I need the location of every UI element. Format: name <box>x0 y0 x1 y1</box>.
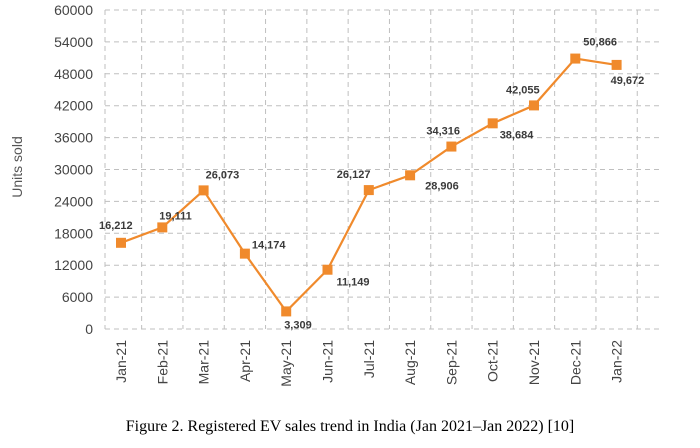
x-tick-label: May-21 <box>278 340 294 387</box>
data-label: 38,684 <box>500 129 535 141</box>
data-point <box>116 237 126 248</box>
y-tick-label: 12000 <box>54 257 93 273</box>
y-tick-label: 6000 <box>62 289 93 305</box>
data-label: 50,866 <box>583 37 617 49</box>
data-label: 26,127 <box>337 169 371 181</box>
x-tick-label: Jul-21 <box>361 340 377 378</box>
data-label: 16,212 <box>99 220 133 232</box>
data-label: 11,149 <box>337 277 370 289</box>
x-tick-label: Oct-21 <box>485 340 501 382</box>
data-label: 34,316 <box>426 126 460 138</box>
x-tick-label: Jan-21 <box>113 340 129 383</box>
data-point <box>239 248 250 259</box>
line-chart: 0 6000 12000 18000 24000 30000 36000 42000 48000… <box>9 2 660 387</box>
data-label: 14,174 <box>252 240 287 252</box>
x-tick-label: Sep-21 <box>443 340 459 385</box>
data-point <box>529 100 539 111</box>
data-point <box>570 53 581 64</box>
data-point <box>611 59 622 70</box>
x-tick-label: Apr-21 <box>237 340 253 382</box>
x-tick-label: Mar-21 <box>196 340 212 385</box>
data-point <box>487 118 498 129</box>
x-tick-label: Dec-21 <box>567 340 583 385</box>
data-label: 19,111 <box>159 210 191 222</box>
data-point <box>198 185 209 196</box>
data-point <box>446 141 457 152</box>
y-tick-label: 0 <box>85 321 93 337</box>
data-label: 3,309 <box>284 319 312 331</box>
data-point <box>363 185 374 196</box>
y-tick-label: 36000 <box>54 130 93 146</box>
figure-caption: Figure 2. Registered EV sales trend in I… <box>125 418 575 435</box>
data-label: 28,906 <box>425 180 459 192</box>
data-label: 26,073 <box>206 169 240 181</box>
data-point <box>157 222 168 233</box>
data-labels: 16,212 19,111 26,073 14,174 3,309 11,149 26,12… <box>99 37 644 332</box>
data-point <box>281 306 292 317</box>
data-point <box>322 264 333 275</box>
y-axis-label: Units sold <box>9 136 25 197</box>
x-tick-label: Feb-21 <box>154 340 170 385</box>
x-tick-label: Jun-21 <box>320 340 336 383</box>
data-label: 42,055 <box>506 84 540 96</box>
series-markers <box>116 53 622 317</box>
data-label: 49,672 <box>611 75 645 87</box>
y-tick-label: 24000 <box>54 193 93 209</box>
x-tick-labels: Jan-21 Feb-21 Mar-21 Apr-21 May-21 Jun-21 Jul-… <box>113 340 625 387</box>
y-tick-label: 42000 <box>54 98 93 114</box>
y-tick-label: 60000 <box>54 2 93 18</box>
y-tick-label: 18000 <box>54 225 93 241</box>
y-tick-labels: 0 6000 12000 18000 24000 30000 36000 42000 48000… <box>54 2 93 337</box>
x-tick-label: Jan-22 <box>609 340 625 383</box>
y-tick-label: 48000 <box>54 66 93 82</box>
grid <box>104 9 660 330</box>
series-line <box>120 57 617 314</box>
x-tick-label: Aug-21 <box>402 340 418 385</box>
data-point <box>405 170 416 181</box>
y-tick-label: 30000 <box>54 162 93 178</box>
y-tick-label: 54000 <box>54 34 93 50</box>
x-tick-label: Nov-21 <box>526 340 542 385</box>
